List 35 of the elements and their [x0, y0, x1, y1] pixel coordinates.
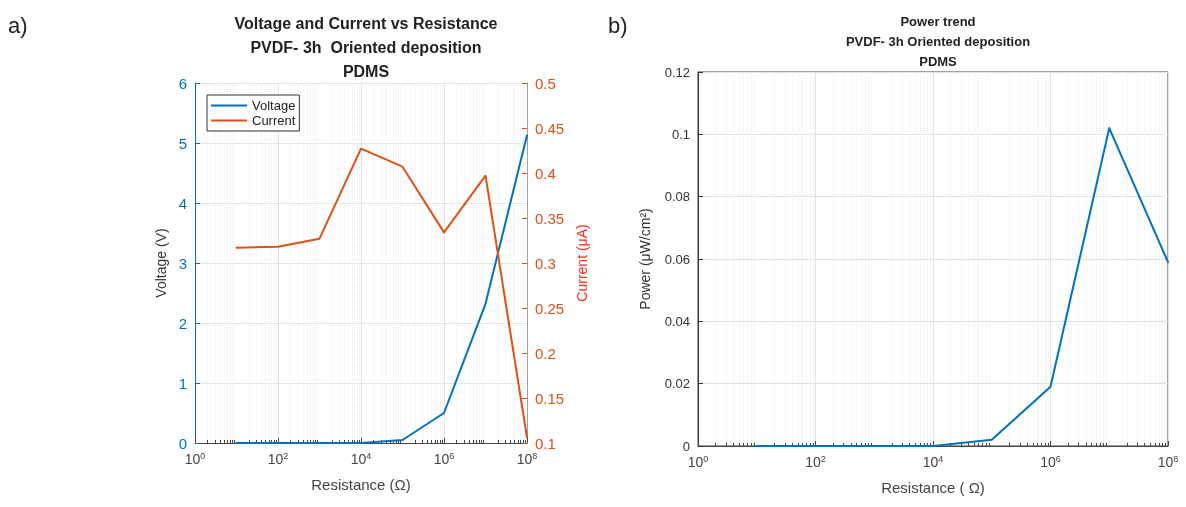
y-tick-label: 0.04	[664, 313, 690, 329]
y2-tick-label: 0.15	[535, 389, 565, 407]
y-tick-label: 0.08	[664, 189, 690, 205]
y-tick-label: 4	[178, 194, 187, 212]
text: b)	[608, 12, 628, 38]
y2-tick-label: 0.45	[535, 119, 565, 137]
y-tick-label: 5	[178, 134, 187, 152]
x-axis-title: Resistance ( Ω)	[881, 479, 985, 496]
y-tick-label: 0.1	[671, 126, 690, 142]
legend-label: Current	[252, 113, 296, 128]
y-axis-title: Voltage (V)	[152, 228, 169, 298]
y-tick-label: 2	[178, 314, 187, 332]
y2-tick-label: 0.2	[535, 344, 556, 362]
chart-title: Voltage and Current vs Resistance PVDF- 3h Oriented deposition PDMS	[234, 14, 498, 80]
y-tick-label: 0.06	[664, 251, 690, 267]
legend-label: Voltage	[252, 98, 296, 113]
text: a)	[8, 12, 28, 38]
y2-axis-title: Current (μA)	[574, 224, 591, 302]
y2-tick-label: 0.25	[535, 299, 565, 317]
chart-title: Power trend PVDF- 3h Oriented deposition PDMS	[845, 13, 1031, 69]
y-tick-label: 6	[178, 74, 187, 92]
y2-tick-label: 0.35	[535, 209, 565, 227]
y-tick-label: 0.12	[664, 64, 690, 80]
y-axis-title: Power (μW/cm²)	[637, 208, 653, 310]
y2-tick-label: 0.3	[535, 254, 556, 272]
y2-tick-label: 0.5	[535, 74, 556, 92]
y-tick-label: 0	[178, 434, 187, 452]
y2-tick-label: 0.4	[535, 164, 556, 182]
line-series	[755, 127, 1169, 447]
x-axis-title: Resistance (Ω)	[311, 476, 411, 493]
y-tick-label: 0	[682, 438, 690, 454]
y2-tick-label: 0.1	[535, 434, 556, 452]
y-tick-label: 0.02	[664, 376, 690, 392]
y-tick-label: 3	[178, 254, 187, 272]
y-tick-label: 1	[178, 374, 187, 392]
